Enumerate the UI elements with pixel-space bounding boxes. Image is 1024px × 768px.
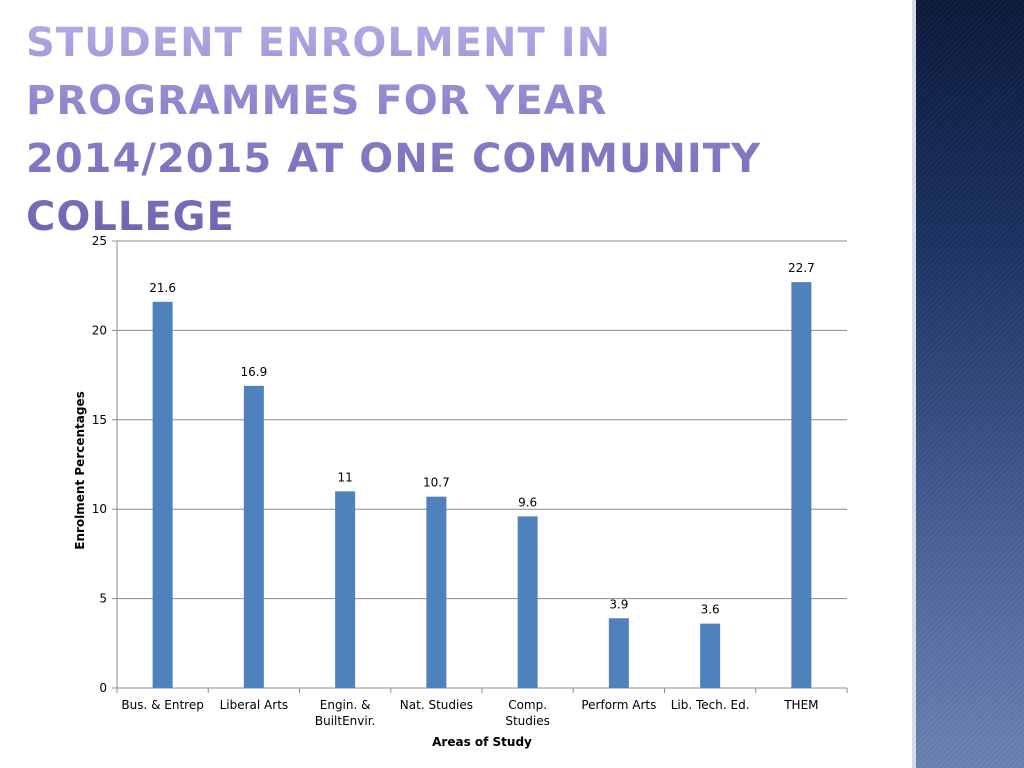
bar [791,282,812,688]
x-category-label-line: Engin. & [320,698,371,712]
data-label: 3.9 [609,597,628,611]
x-category-label-line: Bus. & Entrep [121,698,203,712]
data-label: 16.9 [241,365,268,379]
y-tick-label: 0 [99,681,107,695]
bar [426,496,447,688]
x-category-label-line: Perform Arts [581,698,656,712]
x-category-label: Engin. & BuiltEnvir. [315,698,375,728]
x-category-label: Comp. Studies [505,698,550,728]
bar [152,301,173,688]
y-tick-label: 20 [92,323,107,337]
y-axis-title: Enrolment Percentages [73,391,87,549]
bar [335,491,356,688]
data-label: 22.7 [788,261,815,275]
bar [517,516,538,688]
x-category-label: THEM [783,698,818,712]
x-category-label-line: Comp. [508,698,547,712]
data-label: 10.7 [423,476,450,490]
bar [243,385,264,688]
data-label: 9.6 [518,495,537,509]
data-label: 21.6 [149,281,176,295]
x-category-label-line: Lib. Tech. Ed. [671,698,750,712]
x-category-label: Nat. Studies [400,698,473,712]
decorative-side-panel [912,0,1024,768]
x-axis-title: Areas of Study [432,735,532,749]
x-category-label: Liberal Arts [220,698,289,712]
y-tick-label: 5 [99,592,107,606]
x-category-label: Lib. Tech. Ed. [671,698,750,712]
data-label: 11 [337,470,352,484]
y-tick-label: 25 [92,234,107,248]
x-category-label: Bus. & Entrep [121,698,203,712]
slide-title: Student Enrolment in Programmes for Year… [26,14,826,246]
x-category-label-line: Liberal Arts [220,698,289,712]
x-category-label: Perform Arts [581,698,656,712]
x-category-label-line: BuiltEnvir. [315,714,375,728]
x-category-label-line: Studies [505,714,550,728]
bar [700,623,721,688]
x-category-label-line: Nat. Studies [400,698,473,712]
bar-chart: 0 5 10 15 20 25 21.6 Bus. & Entrep 16.9 Liberal A… [73,234,848,749]
bar [608,618,629,688]
x-category-label-line: THEM [783,698,818,712]
y-tick-label: 15 [92,413,107,427]
data-label: 3.6 [701,603,720,617]
y-tick-label: 10 [92,502,107,516]
